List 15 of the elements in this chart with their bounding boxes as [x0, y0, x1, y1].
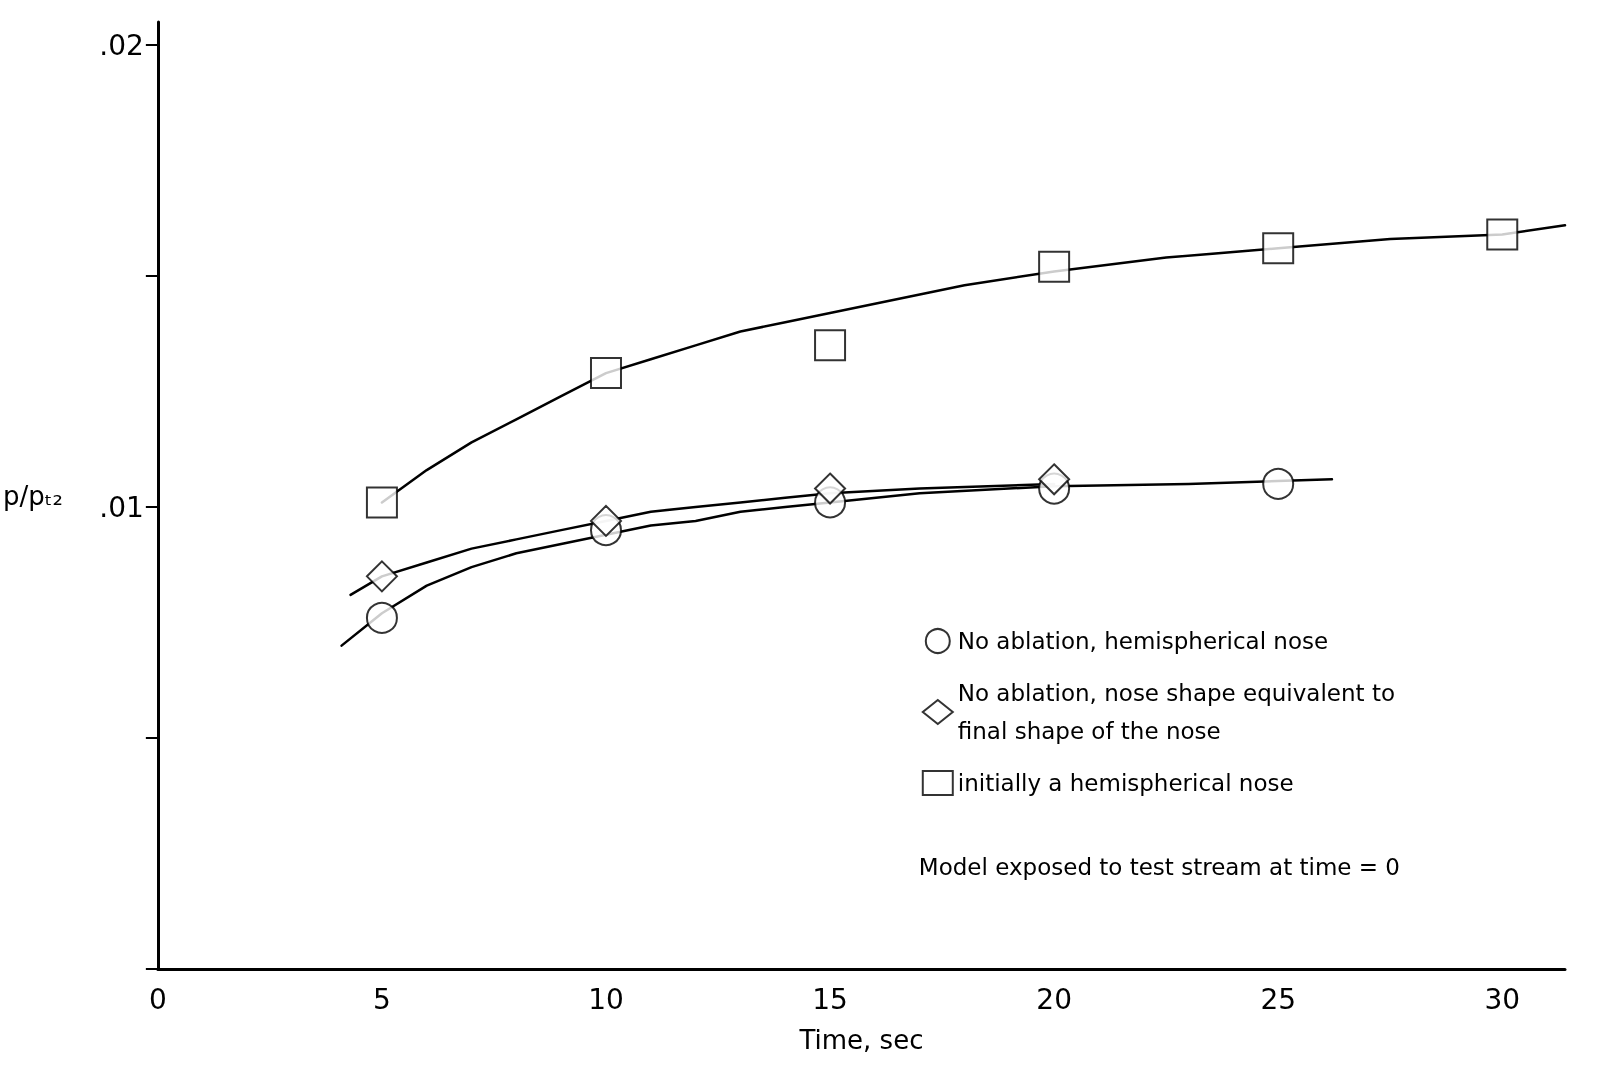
x-tick-label: 5	[373, 982, 391, 1016]
y-tick-label: .01	[99, 490, 144, 524]
x-tick-label: 10	[588, 982, 624, 1016]
legend-label: No ablation, hemispherical nose	[957, 628, 1329, 654]
legend-label: initially a hemispherical nose	[957, 770, 1294, 796]
x-axis-title: Time, sec	[798, 1025, 924, 1055]
y-axis-title: p/pₜ₂	[3, 480, 63, 511]
x-tick-label: 0	[148, 982, 167, 1016]
x-tick-label: 25	[1260, 982, 1297, 1016]
legend-label: No ablation, nose shape equivalent to final shape of the nose	[957, 680, 1396, 744]
y-tick-label: .02	[99, 28, 144, 62]
x-tick-label: 20	[1036, 982, 1072, 1016]
annotation: Model exposed to test stream at time = 0	[918, 853, 1401, 880]
x-tick-label: 30	[1484, 982, 1521, 1016]
x-tick-label: 15	[812, 982, 848, 1016]
